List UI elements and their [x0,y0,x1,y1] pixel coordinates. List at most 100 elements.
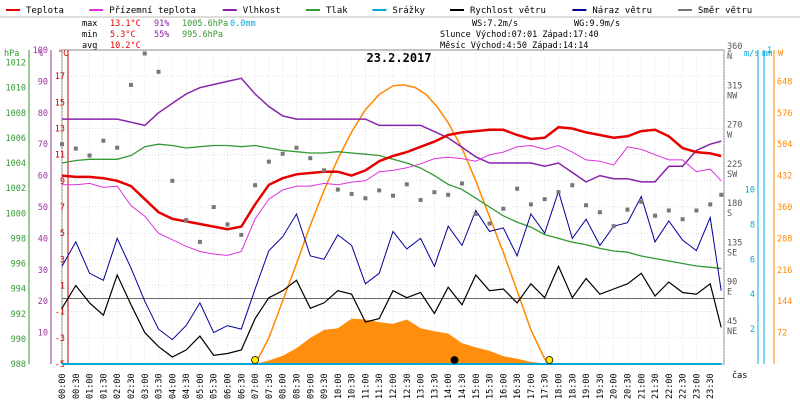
tick-ms: 2 [750,325,755,335]
x-tick-label: 06:30 [237,373,247,399]
series-humidity [62,77,722,183]
wind-direction-point [446,192,451,197]
tick-ms: 10 [745,186,755,196]
moonset-marker [450,356,459,364]
wind-direction-point [73,146,78,151]
stat-max-hum: 91% [154,19,169,29]
sunset-marker [545,356,554,364]
x-tick-label: 10:00 [334,373,344,399]
wind-direction-point [432,190,437,195]
wind-direction-point [266,159,271,164]
unit-ms: m/s [744,49,759,59]
tick-deg: 45 [727,317,737,327]
wind-direction-point [377,188,382,193]
tick-degc: 15 [55,98,65,108]
x-tick-label: 13:00 [417,373,427,399]
x-tick-label: 12:30 [403,373,413,399]
tick-ms: 6 [750,255,755,265]
x-tick-label: 08:00 [279,373,289,399]
tick-hpa: 988 [11,360,26,370]
legend-label-4: Srážky [392,6,425,16]
x-tick-label: 12:00 [389,373,399,399]
tick-hpa: 1012 [6,59,26,69]
series-pressure [61,143,722,270]
tick-hpa: 994 [11,285,26,295]
tick-pct: 90 [38,77,48,87]
series-theoretical-radiation [254,84,550,365]
wind-direction-point [708,202,713,207]
wind-direction-point [459,181,464,186]
tick-mm: 1 [767,46,772,56]
tick-hpa: 996 [11,260,26,270]
x-tick-label: 10:30 [348,373,358,399]
legend-label-0: Teplota [26,6,64,16]
unit-pct: % [38,49,43,59]
x-tick-label: 02:00 [113,373,123,399]
tick-w: 648 [777,77,792,87]
x-tick-label: 05:00 [196,373,206,399]
wind-direction-point [128,82,133,87]
x-tick-label: 04:00 [168,373,178,399]
tick-pct: 80 [38,109,48,119]
x-tick-label: 11:00 [361,373,371,399]
x-tick-label: 20:30 [623,373,633,399]
unit-deg: ° [727,49,732,59]
legend-label-6: Náraz větru [592,6,652,16]
x-tick-label: 15:00 [472,373,482,399]
tick-hpa: 990 [11,335,26,345]
x-tick-label: 03:00 [141,373,151,399]
x-tick-label: 01:30 [99,373,109,399]
wind-direction-point [694,208,699,213]
x-tick-label: 21:00 [637,373,647,399]
wind-direction-point [294,145,299,150]
tick-degc: 7 [60,203,65,213]
tick-pct: 100 [33,46,48,56]
wind-direction-point [611,224,616,229]
tick-degc: 3 [60,255,65,265]
tick-degc: 1 [60,282,65,292]
x-tick-label: 21:30 [651,373,661,399]
wind-direction-point [101,138,106,143]
wind-direction-point [322,168,327,173]
wind-direction-point [156,69,161,74]
stat-max-temp: 13.1°C [110,19,141,29]
x-tick-label: 06:00 [224,373,234,399]
wind-direction-point [487,221,492,226]
tick-deg-dir: E [727,288,732,298]
x-tick-label: 22:30 [679,373,689,399]
tick-pct: 60 [38,172,48,182]
wind-direction-point [184,218,189,223]
tick-degc: -3 [55,334,65,344]
stat-sun: Slunce Východ:07:01 Západ:17:40 [440,30,599,40]
tick-deg-dir: S [727,209,732,219]
x-tick-label: 20:00 [610,373,620,399]
unit-w: W [778,49,784,59]
x-tick-label: 09:30 [320,373,330,399]
tick-deg-dir: SW [727,170,738,180]
tick-hpa: 1010 [6,84,26,94]
wind-direction-point [501,206,506,211]
tick-pct: 10 [38,329,48,339]
tick-pct: 70 [38,140,48,150]
x-axis: 00:00 00:30 01:00 01:30 02:00 02:30 03:00 03:30… [58,373,716,399]
wind-direction-point [253,183,258,188]
axes: 9889909929949969981000100210041006100810… [6,42,793,370]
tick-hpa: 1008 [6,109,26,119]
wind-direction-point [473,211,478,216]
tick-hpa: 1002 [6,184,26,194]
x-tick-label: 17:30 [541,373,551,399]
tick-deg-dir: W [727,131,733,141]
tick-w: 432 [777,172,792,182]
tick-degc: 13 [55,125,65,135]
x-tick-label: 13:30 [430,373,440,399]
x-tick-label: 16:30 [513,373,523,399]
stat-wg: WG:9.9m/s [574,19,620,29]
tick-deg: 225 [727,160,742,170]
chart-title: 23.2.2017 [366,51,431,65]
tick-deg: 135 [727,238,742,248]
tick-w: 144 [777,297,792,307]
legend-label-1: Přízemní teplota [109,6,196,16]
x-tick-label: 15:30 [486,373,496,399]
wind-direction-point [225,222,230,227]
